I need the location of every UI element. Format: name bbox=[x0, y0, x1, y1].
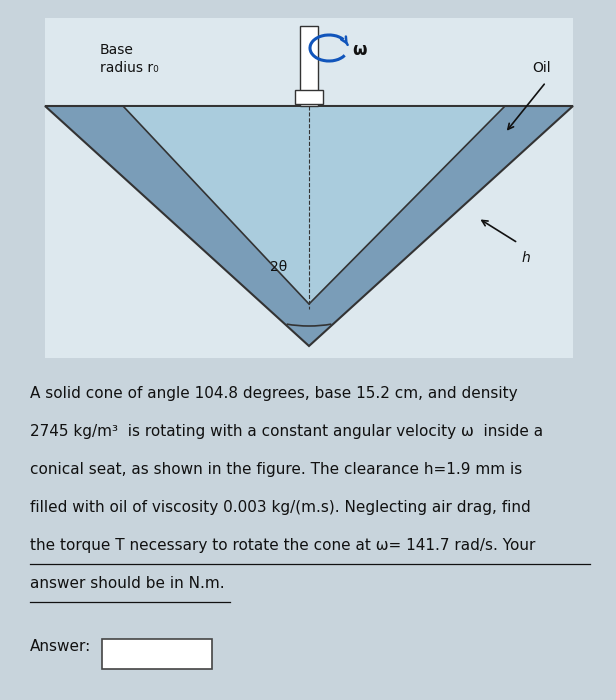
Polygon shape bbox=[45, 106, 573, 346]
Text: Oil: Oil bbox=[532, 61, 551, 75]
Text: A solid cone of angle 104.8 degrees, base 15.2 cm, and density: A solid cone of angle 104.8 degrees, bas… bbox=[30, 386, 517, 401]
Text: conical seat, as shown in the figure. The clearance h=1.9 mm is: conical seat, as shown in the figure. Th… bbox=[30, 462, 522, 477]
Bar bbox=[45, 18, 573, 358]
Bar bbox=[300, 26, 318, 106]
Text: ω: ω bbox=[352, 41, 367, 59]
Text: radius r₀: radius r₀ bbox=[100, 61, 159, 75]
Text: 2745 kg/m³  is rotating with a constant angular velocity ω  inside a: 2745 kg/m³ is rotating with a constant a… bbox=[30, 424, 543, 439]
Polygon shape bbox=[123, 106, 505, 304]
Text: answer should be in N.m.: answer should be in N.m. bbox=[30, 576, 225, 591]
Text: 2θ: 2θ bbox=[270, 260, 288, 274]
Text: h: h bbox=[522, 251, 531, 265]
Text: Base: Base bbox=[100, 43, 134, 57]
Bar bbox=[102, 639, 212, 669]
Bar bbox=[294, 90, 323, 104]
Text: Answer:: Answer: bbox=[30, 639, 91, 654]
Text: filled with oil of viscosity 0.003 kg/(m.s). Neglecting air drag, find: filled with oil of viscosity 0.003 kg/(m… bbox=[30, 500, 531, 515]
Text: the torque T necessary to rotate the cone at ω= 141.7 rad/s. Your: the torque T necessary to rotate the con… bbox=[30, 538, 535, 553]
